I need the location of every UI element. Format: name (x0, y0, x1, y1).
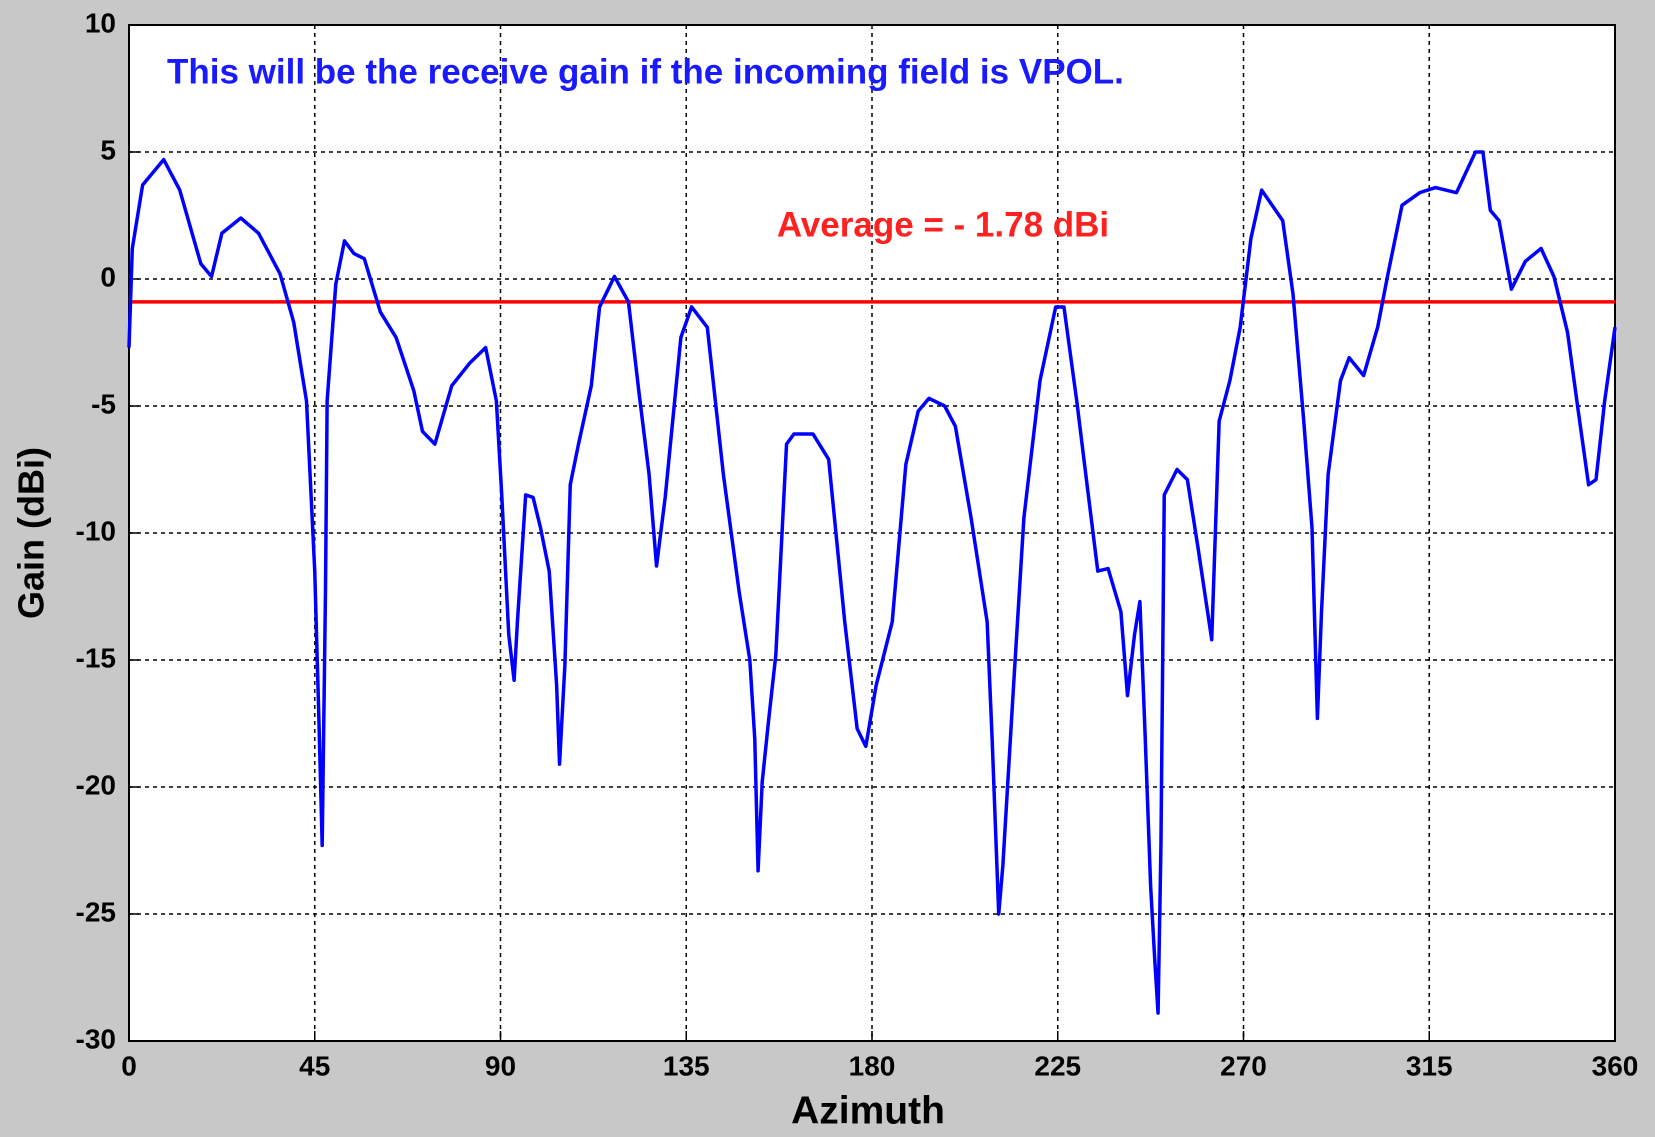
y-axis-label: Gain (dBi) (11, 447, 52, 619)
annotation: Average = - 1.78 dBi (777, 205, 1109, 244)
x-tick-label: 135 (663, 1050, 710, 1081)
x-tick-label: 225 (1034, 1050, 1081, 1081)
x-tick-label: 180 (849, 1050, 896, 1081)
x-tick-label: 270 (1220, 1050, 1267, 1081)
y-tick-label: 10 (85, 7, 116, 38)
x-tick-label: 0 (121, 1050, 137, 1081)
gain-line (127, 150, 1617, 1015)
y-tick-label: 5 (100, 134, 116, 165)
y-tick-label: -30 (76, 1023, 116, 1054)
y-tick-label: -5 (91, 388, 116, 419)
plot-frame (128, 24, 1616, 1042)
y-tick-label: -15 (76, 642, 116, 673)
y-tick-label: -20 (76, 769, 116, 800)
x-tick-label: 360 (1592, 1050, 1639, 1081)
y-tick-label: -10 (76, 515, 116, 546)
x-tick-label: 90 (485, 1050, 516, 1081)
x-tick-label: 315 (1406, 1050, 1453, 1081)
annotation: This will be the receive gain if the inc… (167, 52, 1124, 91)
x-tick-label: 45 (299, 1050, 330, 1081)
y-tick-label: 0 (100, 261, 116, 292)
y-tick-label: -25 (76, 896, 116, 927)
x-axis-label: Azimuth (791, 1089, 945, 1132)
